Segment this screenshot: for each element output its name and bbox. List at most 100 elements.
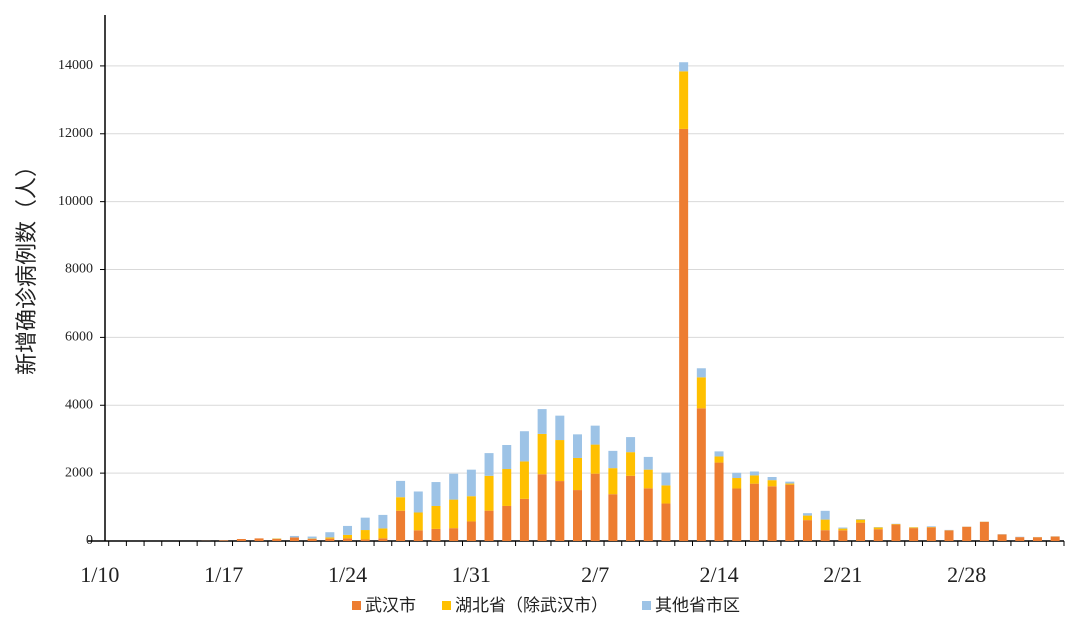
legend-swatch xyxy=(642,601,651,610)
bar-segment xyxy=(254,538,264,541)
bar-segment xyxy=(449,473,459,500)
bar-segment xyxy=(537,474,547,541)
bar-segment xyxy=(555,415,565,441)
bar-segment xyxy=(573,490,582,541)
bar-segment xyxy=(785,481,795,484)
bar-segment xyxy=(519,461,529,499)
bar-segment xyxy=(573,457,582,491)
bar-segment xyxy=(608,468,618,495)
bar-segment xyxy=(537,409,547,434)
bar-segment xyxy=(236,538,246,541)
bar-segment xyxy=(537,433,547,475)
bar-segment xyxy=(466,469,476,497)
bar-segment xyxy=(696,377,706,409)
bar-segment xyxy=(856,522,866,541)
bar-segment xyxy=(449,528,459,541)
bar-segment xyxy=(856,519,866,523)
bar-segment xyxy=(378,528,388,539)
bar-segment xyxy=(661,503,671,541)
bar-segment xyxy=(785,483,795,485)
bar-segment xyxy=(732,472,742,479)
bar-segment xyxy=(307,536,317,539)
bar-segment xyxy=(714,462,724,541)
legend-label: 湖北省（除武汉市） xyxy=(455,596,608,616)
bar-segment xyxy=(962,526,972,541)
x-tick-label: 2/7 xyxy=(581,562,609,587)
y-tick-label: 10000 xyxy=(58,194,93,209)
legend-label: 武汉市 xyxy=(365,596,416,616)
bar-segment xyxy=(555,440,565,482)
bar-segment xyxy=(608,494,618,541)
y-tick-label: 2000 xyxy=(65,465,93,480)
bar-segment xyxy=(289,535,299,538)
bar-segment xyxy=(873,529,883,541)
bar-segment xyxy=(944,530,954,541)
bar-segment xyxy=(343,525,353,535)
bar-segment xyxy=(909,528,919,541)
bar-segment xyxy=(749,475,759,484)
bar-segment xyxy=(502,505,512,541)
bar-segment xyxy=(926,527,936,541)
bar-segment xyxy=(714,451,724,457)
bar-segment xyxy=(749,483,759,541)
bar-segment xyxy=(749,471,759,476)
bar-segment xyxy=(325,537,335,539)
x-tick-label: 2/14 xyxy=(699,562,738,587)
bar-segment xyxy=(590,444,600,474)
bar-segment xyxy=(679,128,689,541)
bar-segment xyxy=(626,437,636,453)
bar-segment xyxy=(643,456,653,470)
bar-segment xyxy=(856,519,866,520)
bar-segment xyxy=(519,431,529,462)
bar-segment xyxy=(732,488,742,541)
bar-segment xyxy=(679,62,689,72)
bar-segment xyxy=(661,472,671,486)
bar-segment xyxy=(378,514,388,529)
x-tick-label: 1/24 xyxy=(328,562,367,587)
bar-segment xyxy=(661,485,671,504)
bar-segment xyxy=(343,538,353,541)
bar-segment xyxy=(378,538,388,541)
x-tick-label: 2/21 xyxy=(823,562,862,587)
bar-segment xyxy=(802,515,812,521)
y-tick-label: 6000 xyxy=(65,330,93,345)
bar-segment xyxy=(431,528,441,541)
x-tick-label: 1/31 xyxy=(452,562,491,587)
bar-segment xyxy=(360,539,370,541)
y-tick-label: 8000 xyxy=(65,262,93,277)
y-tick-label: 14000 xyxy=(58,58,93,73)
y-axis-label: 新增确诊病例数（人） xyxy=(15,155,40,375)
bar-segment xyxy=(466,496,476,522)
bar-segment xyxy=(679,71,689,129)
x-tick-label: 1/17 xyxy=(204,562,243,587)
bar-segment xyxy=(626,452,636,476)
bar-segment xyxy=(272,538,282,541)
bar-segment xyxy=(484,453,494,476)
bar-segment xyxy=(909,527,919,529)
bar-segment xyxy=(413,512,423,531)
bar-segment xyxy=(820,519,830,531)
bar-segment xyxy=(1015,537,1025,541)
bar-segment xyxy=(714,456,724,463)
bar-segment xyxy=(608,450,618,469)
bar-segment xyxy=(838,530,848,541)
bar-segment xyxy=(838,528,848,531)
bar-segment xyxy=(484,510,494,541)
bar-segment xyxy=(325,538,335,541)
bar-segment xyxy=(360,517,370,531)
bar-segment xyxy=(767,480,777,487)
bar-segment xyxy=(289,537,299,541)
bar-segment xyxy=(802,513,812,516)
bar-segment xyxy=(396,510,406,541)
y-tick-label: 4000 xyxy=(65,397,93,412)
legend-swatch xyxy=(352,601,361,610)
bar-segment xyxy=(413,491,423,513)
bar-segment xyxy=(219,540,229,541)
y-tick-label: 12000 xyxy=(58,126,93,141)
bar-segment xyxy=(466,521,476,541)
bar-segment xyxy=(838,527,848,529)
legend-label: 其他省市区 xyxy=(655,596,740,616)
bar-segment xyxy=(785,484,795,541)
bar-segment xyxy=(926,526,936,528)
